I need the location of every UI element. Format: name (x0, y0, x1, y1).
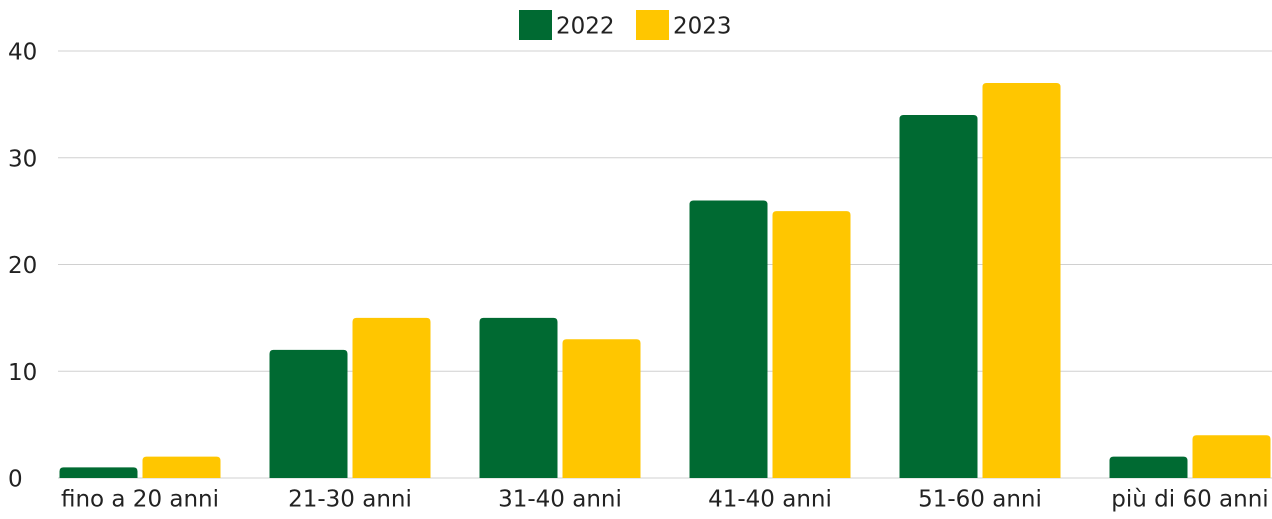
legend-label: 2022 (556, 14, 615, 40)
bar (59, 467, 138, 478)
y-tick-label: 0 (8, 467, 23, 493)
bar (562, 339, 641, 478)
bar (772, 211, 851, 478)
bar (269, 349, 348, 478)
x-tick-label: 31-40 anni (498, 487, 622, 513)
y-tick-label: 30 (8, 146, 37, 172)
x-tick-label: 51-60 anni (918, 487, 1042, 513)
y-tick-label: 20 (8, 253, 37, 279)
bar (479, 317, 558, 478)
x-tick-label: 41-40 anni (708, 487, 832, 513)
legend-swatch (636, 10, 669, 40)
bar (352, 317, 431, 478)
x-tick-label: fino a 20 anni (61, 487, 219, 513)
y-tick-label: 40 (8, 40, 37, 66)
legend-label: 2023 (673, 14, 732, 40)
bar (1109, 456, 1188, 478)
legend-swatch (519, 10, 552, 40)
y-tick-label: 10 (8, 360, 37, 386)
x-tick-label: più di 60 anni (1111, 487, 1268, 513)
bar (1192, 435, 1271, 478)
bar (899, 115, 978, 479)
bar (982, 83, 1061, 479)
bar (142, 456, 221, 478)
x-tick-label: 21-30 anni (288, 487, 412, 513)
bar (689, 200, 768, 478)
